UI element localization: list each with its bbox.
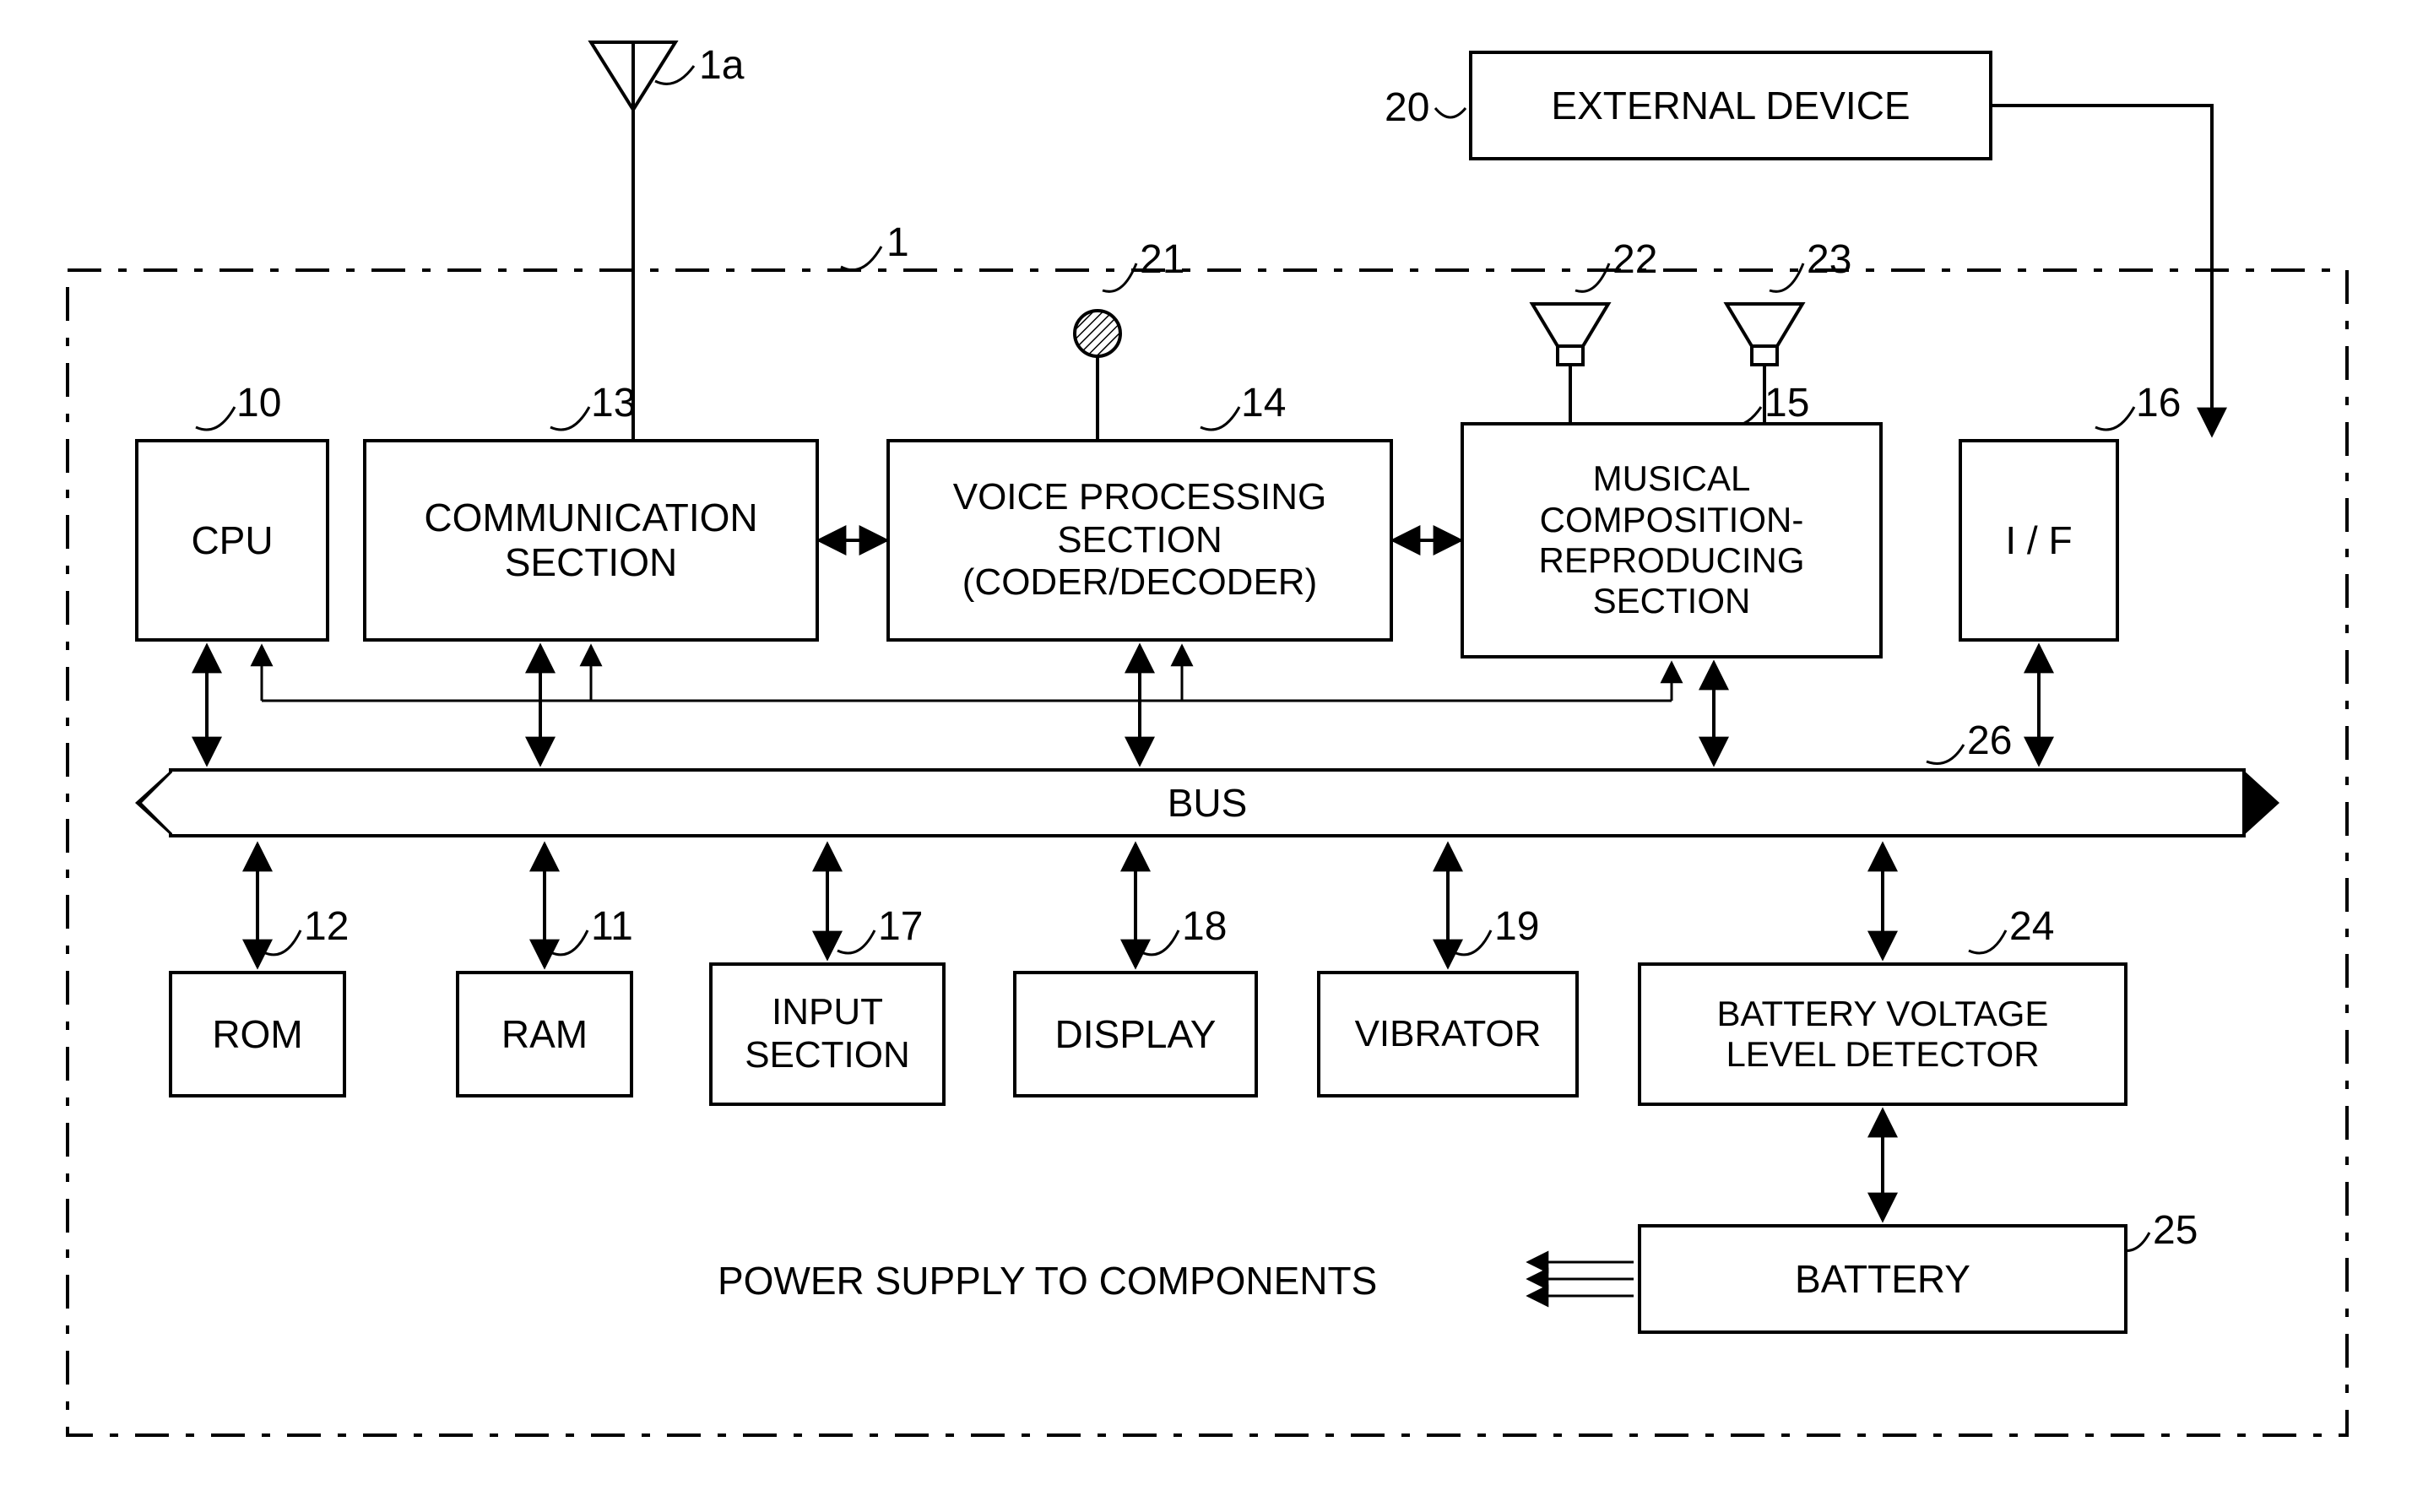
lead-20 bbox=[1435, 108, 1466, 117]
lead-10 bbox=[196, 407, 235, 430]
bus-bar: BUS bbox=[169, 768, 2246, 837]
lead-11 bbox=[550, 930, 588, 955]
block-rom: ROM bbox=[169, 971, 346, 1097]
ref-1a: 1a bbox=[699, 42, 744, 89]
block-external: EXTERNAL DEVICE bbox=[1469, 51, 1992, 160]
ref-16: 16 bbox=[2136, 380, 2181, 426]
rom-label: ROM bbox=[212, 1012, 302, 1057]
block-batt-det: BATTERY VOLTAGE LEVEL DETECTOR bbox=[1638, 962, 2127, 1106]
ref-26: 26 bbox=[1967, 718, 2012, 764]
ref-11: 11 bbox=[591, 903, 633, 950]
if-label: I / F bbox=[2005, 518, 2072, 563]
lead-18 bbox=[1141, 930, 1179, 955]
battery-label: BATTERY bbox=[1795, 1257, 1970, 1302]
lead-26 bbox=[1927, 745, 1964, 764]
power-supply-text: POWER SUPPLY TO COMPONENTS bbox=[718, 1258, 1377, 1303]
voice-label: VOICE PROCESSING SECTION (CODER/DECODER) bbox=[953, 476, 1327, 604]
speaker-icon-22 bbox=[1532, 304, 1608, 422]
input-label: INPUT SECTION bbox=[745, 991, 910, 1076]
ext-label: EXTERNAL DEVICE bbox=[1551, 84, 1910, 128]
lead-19 bbox=[1454, 930, 1491, 955]
block-battery: BATTERY bbox=[1638, 1224, 2127, 1334]
ref-23: 23 bbox=[1807, 236, 1851, 283]
block-voice: VOICE PROCESSING SECTION (CODER/DECODER) bbox=[886, 439, 1393, 642]
block-input: INPUT SECTION bbox=[709, 962, 946, 1106]
ref-10: 10 bbox=[236, 380, 281, 426]
music-label: MUSICAL COMPOSITION- REPRODUCING SECTION bbox=[1538, 458, 1804, 621]
ref-15: 15 bbox=[1764, 380, 1809, 426]
block-display: DISPLAY bbox=[1013, 971, 1258, 1097]
ram-label: RAM bbox=[501, 1012, 588, 1057]
cpu-label: CPU bbox=[191, 518, 273, 563]
diagram-canvas: BUS CPU COMMUNICATION SECTION VOICE PROC… bbox=[0, 0, 2412, 1512]
vibrator-label: VIBRATOR bbox=[1355, 1013, 1542, 1056]
lead-22 bbox=[1575, 263, 1609, 291]
block-if: I / F bbox=[1959, 439, 2119, 642]
lead-12 bbox=[263, 930, 301, 955]
ref-19: 19 bbox=[1494, 903, 1539, 950]
lead-13 bbox=[550, 407, 589, 430]
block-ram: RAM bbox=[456, 971, 633, 1097]
ref-17: 17 bbox=[878, 903, 923, 950]
bus-label: BUS bbox=[1168, 780, 1248, 826]
microphone-icon bbox=[1075, 311, 1120, 439]
block-cpu: CPU bbox=[135, 439, 329, 642]
block-comm: COMMUNICATION SECTION bbox=[363, 439, 819, 642]
lead-1a bbox=[655, 66, 694, 84]
display-label: DISPLAY bbox=[1055, 1012, 1217, 1057]
lead-17 bbox=[837, 930, 875, 953]
ref-25: 25 bbox=[2153, 1207, 2198, 1254]
ref-22: 22 bbox=[1613, 236, 1657, 283]
ref-1: 1 bbox=[886, 219, 909, 266]
lead-1 bbox=[841, 247, 881, 270]
ref-18: 18 bbox=[1182, 903, 1227, 950]
ref-13: 13 bbox=[591, 380, 636, 426]
lead-16 bbox=[2095, 407, 2134, 430]
ref-21: 21 bbox=[1140, 236, 1184, 283]
batt-det-label: BATTERY VOLTAGE LEVEL DETECTOR bbox=[1717, 994, 2049, 1076]
block-vibrator: VIBRATOR bbox=[1317, 971, 1579, 1097]
lead-23 bbox=[1770, 263, 1803, 291]
lead-24 bbox=[1969, 930, 2006, 953]
lead-14 bbox=[1201, 407, 1239, 430]
lead-21 bbox=[1103, 263, 1136, 291]
block-music: MUSICAL COMPOSITION- REPRODUCING SECTION bbox=[1461, 422, 1883, 658]
ref-24: 24 bbox=[2009, 903, 2054, 950]
ref-14: 14 bbox=[1241, 380, 1286, 426]
ref-20: 20 bbox=[1385, 84, 1429, 131]
comm-label: COMMUNICATION SECTION bbox=[424, 496, 757, 585]
ref-12: 12 bbox=[304, 903, 349, 950]
